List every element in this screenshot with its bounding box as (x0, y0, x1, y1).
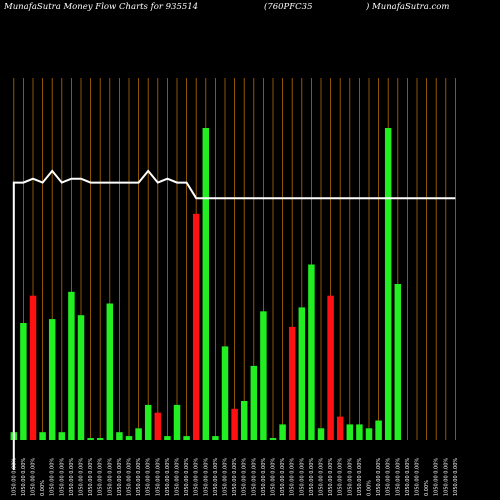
x-tick-label: 1050.00 0.00% (165, 458, 171, 496)
x-tick-label: 1050.00 0.00% (405, 458, 411, 496)
x-tick-label: 1050.00 0.00% (223, 458, 229, 496)
money-flow-bar (29, 295, 37, 440)
x-tick-label: 1050.00 0.00% (79, 458, 85, 496)
money-flow-bar (240, 401, 248, 440)
money-flow-bar (202, 128, 210, 440)
x-tick-label: 1050.00 0.00% (328, 458, 334, 496)
x-tick-label: 1050.00 0.00% (395, 458, 401, 496)
x-tick-label: 1050.00 0.00% (107, 458, 113, 496)
money-flow-bar (77, 315, 85, 440)
money-flow-bar (125, 436, 133, 440)
x-tick-label: 1050.00 0.00% (434, 458, 440, 496)
x-tick-label: 1050.00 0.00% (146, 458, 152, 496)
x-tick-label: 1050.00 0.00% (213, 458, 219, 496)
money-flow-bar (221, 346, 229, 440)
x-tick-label: 1050.00 0.00% (271, 458, 277, 496)
x-tick-label: 1050.00 0.00% (415, 458, 421, 496)
x-tick-label: 1050.00 0.00% (357, 458, 363, 496)
x-tick-label: 1050.00 0.00% (290, 458, 296, 496)
price-line (12, 169, 456, 470)
money-flow-bar (231, 408, 238, 440)
money-flow-bar (116, 432, 123, 440)
money-flow-bar (106, 303, 114, 440)
money-flow-bar (173, 404, 181, 440)
money-flow-bar (384, 128, 392, 440)
money-flow-bar (346, 424, 354, 440)
x-tick-label: 1050.00 0.00% (175, 458, 181, 496)
money-flow-bar (394, 284, 402, 440)
x-tick-label: 1050.00 0.00% (31, 458, 37, 496)
x-tick-label: 1050.00 0.00% (127, 458, 133, 496)
x-tick-label: 1050.00 0.00% (50, 458, 56, 496)
money-flow-bar (279, 424, 286, 440)
money-flow-bar (96, 438, 104, 440)
x-tick-label: 0.00% (367, 480, 373, 496)
money-flow-bar (308, 264, 315, 440)
money-flow-bar (135, 428, 142, 440)
header-symbol: (760PFC35 (264, 2, 313, 12)
x-tick-label: 1050.00 0.00% (69, 458, 75, 496)
x-tick-label: 0.00% (40, 480, 46, 496)
x-tick-label: 1050.00 0.00% (338, 458, 344, 496)
x-tick-label: 1050.00 0.00% (203, 458, 209, 496)
x-tick-label: 1050.00 0.00% (194, 458, 200, 496)
x-tick-label: 1050.00 0.00% (232, 458, 238, 496)
money-flow-bar (317, 428, 325, 440)
x-tick-label: 1050.00 0.00% (184, 458, 190, 496)
x-tick-label: 1050.00 0.00% (98, 458, 104, 496)
x-tick-label: 1050.00 0.00% (136, 458, 142, 496)
money-flow-bar (288, 326, 296, 440)
money-flow-bar (356, 424, 363, 440)
money-flow-bar (298, 307, 306, 440)
money-flow-bar (183, 436, 190, 440)
x-tick-label: 1050.00 0.00% (21, 458, 27, 496)
x-tick-label: 1050.00 0.00% (319, 458, 325, 496)
money-flow-bar (212, 436, 219, 440)
money-flow-bar (39, 432, 46, 440)
money-flow-bar (192, 213, 200, 440)
x-tick-label: 0.00% (424, 480, 430, 496)
x-tick-label: 1050.00 0.00% (88, 458, 94, 496)
x-tick-label: 1050.00 0.00% (11, 458, 17, 496)
money-flow-bar (365, 428, 373, 440)
money-flow-bar (250, 365, 258, 440)
header-site: ) MunafaSutra.com (366, 2, 450, 12)
x-tick-label: 1050.00 0.00% (59, 458, 65, 496)
money-flow-bar (269, 438, 277, 440)
money-flow-bar (375, 420, 382, 440)
x-tick-label: 1050.00 0.00% (261, 458, 267, 496)
money-flow-bar (327, 295, 334, 440)
money-flow-bar (48, 319, 56, 440)
x-tick-label: 1050.00 0.00% (443, 458, 449, 496)
x-tick-label: 1050.00 0.00% (299, 458, 305, 496)
x-tick-label: 1050.00 0.00% (453, 458, 459, 496)
x-tick-label: 1050.00 0.00% (251, 458, 257, 496)
x-tick-label: 1050.00 0.00% (347, 458, 353, 496)
money-flow-bar (154, 412, 162, 440)
money-flow-bar (260, 311, 267, 440)
money-flow-bar (20, 323, 27, 440)
money-flow-bar (87, 438, 94, 440)
x-tick-label: 1050.00 0.00% (309, 458, 315, 496)
x-tick-label: 1050.00 0.00% (117, 458, 123, 496)
x-tick-label: 1050.00 0.00% (155, 458, 161, 496)
money-flow-bar (164, 436, 171, 440)
x-tick-label: 1050.00 0.00% (242, 458, 248, 496)
header-title: MunafaSutra Money Flow Charts for 935514 (4, 2, 199, 12)
money-flow-bar (144, 404, 152, 440)
x-tick-label: 1050.00 0.00% (376, 458, 382, 496)
money-flow-bar (336, 416, 344, 440)
money-flow-bar (68, 291, 75, 440)
money-flow-bar (58, 432, 66, 440)
x-tick-label: 1050.00 0.00% (386, 458, 392, 496)
x-tick-label: 1050.00 0.00% (280, 458, 286, 496)
